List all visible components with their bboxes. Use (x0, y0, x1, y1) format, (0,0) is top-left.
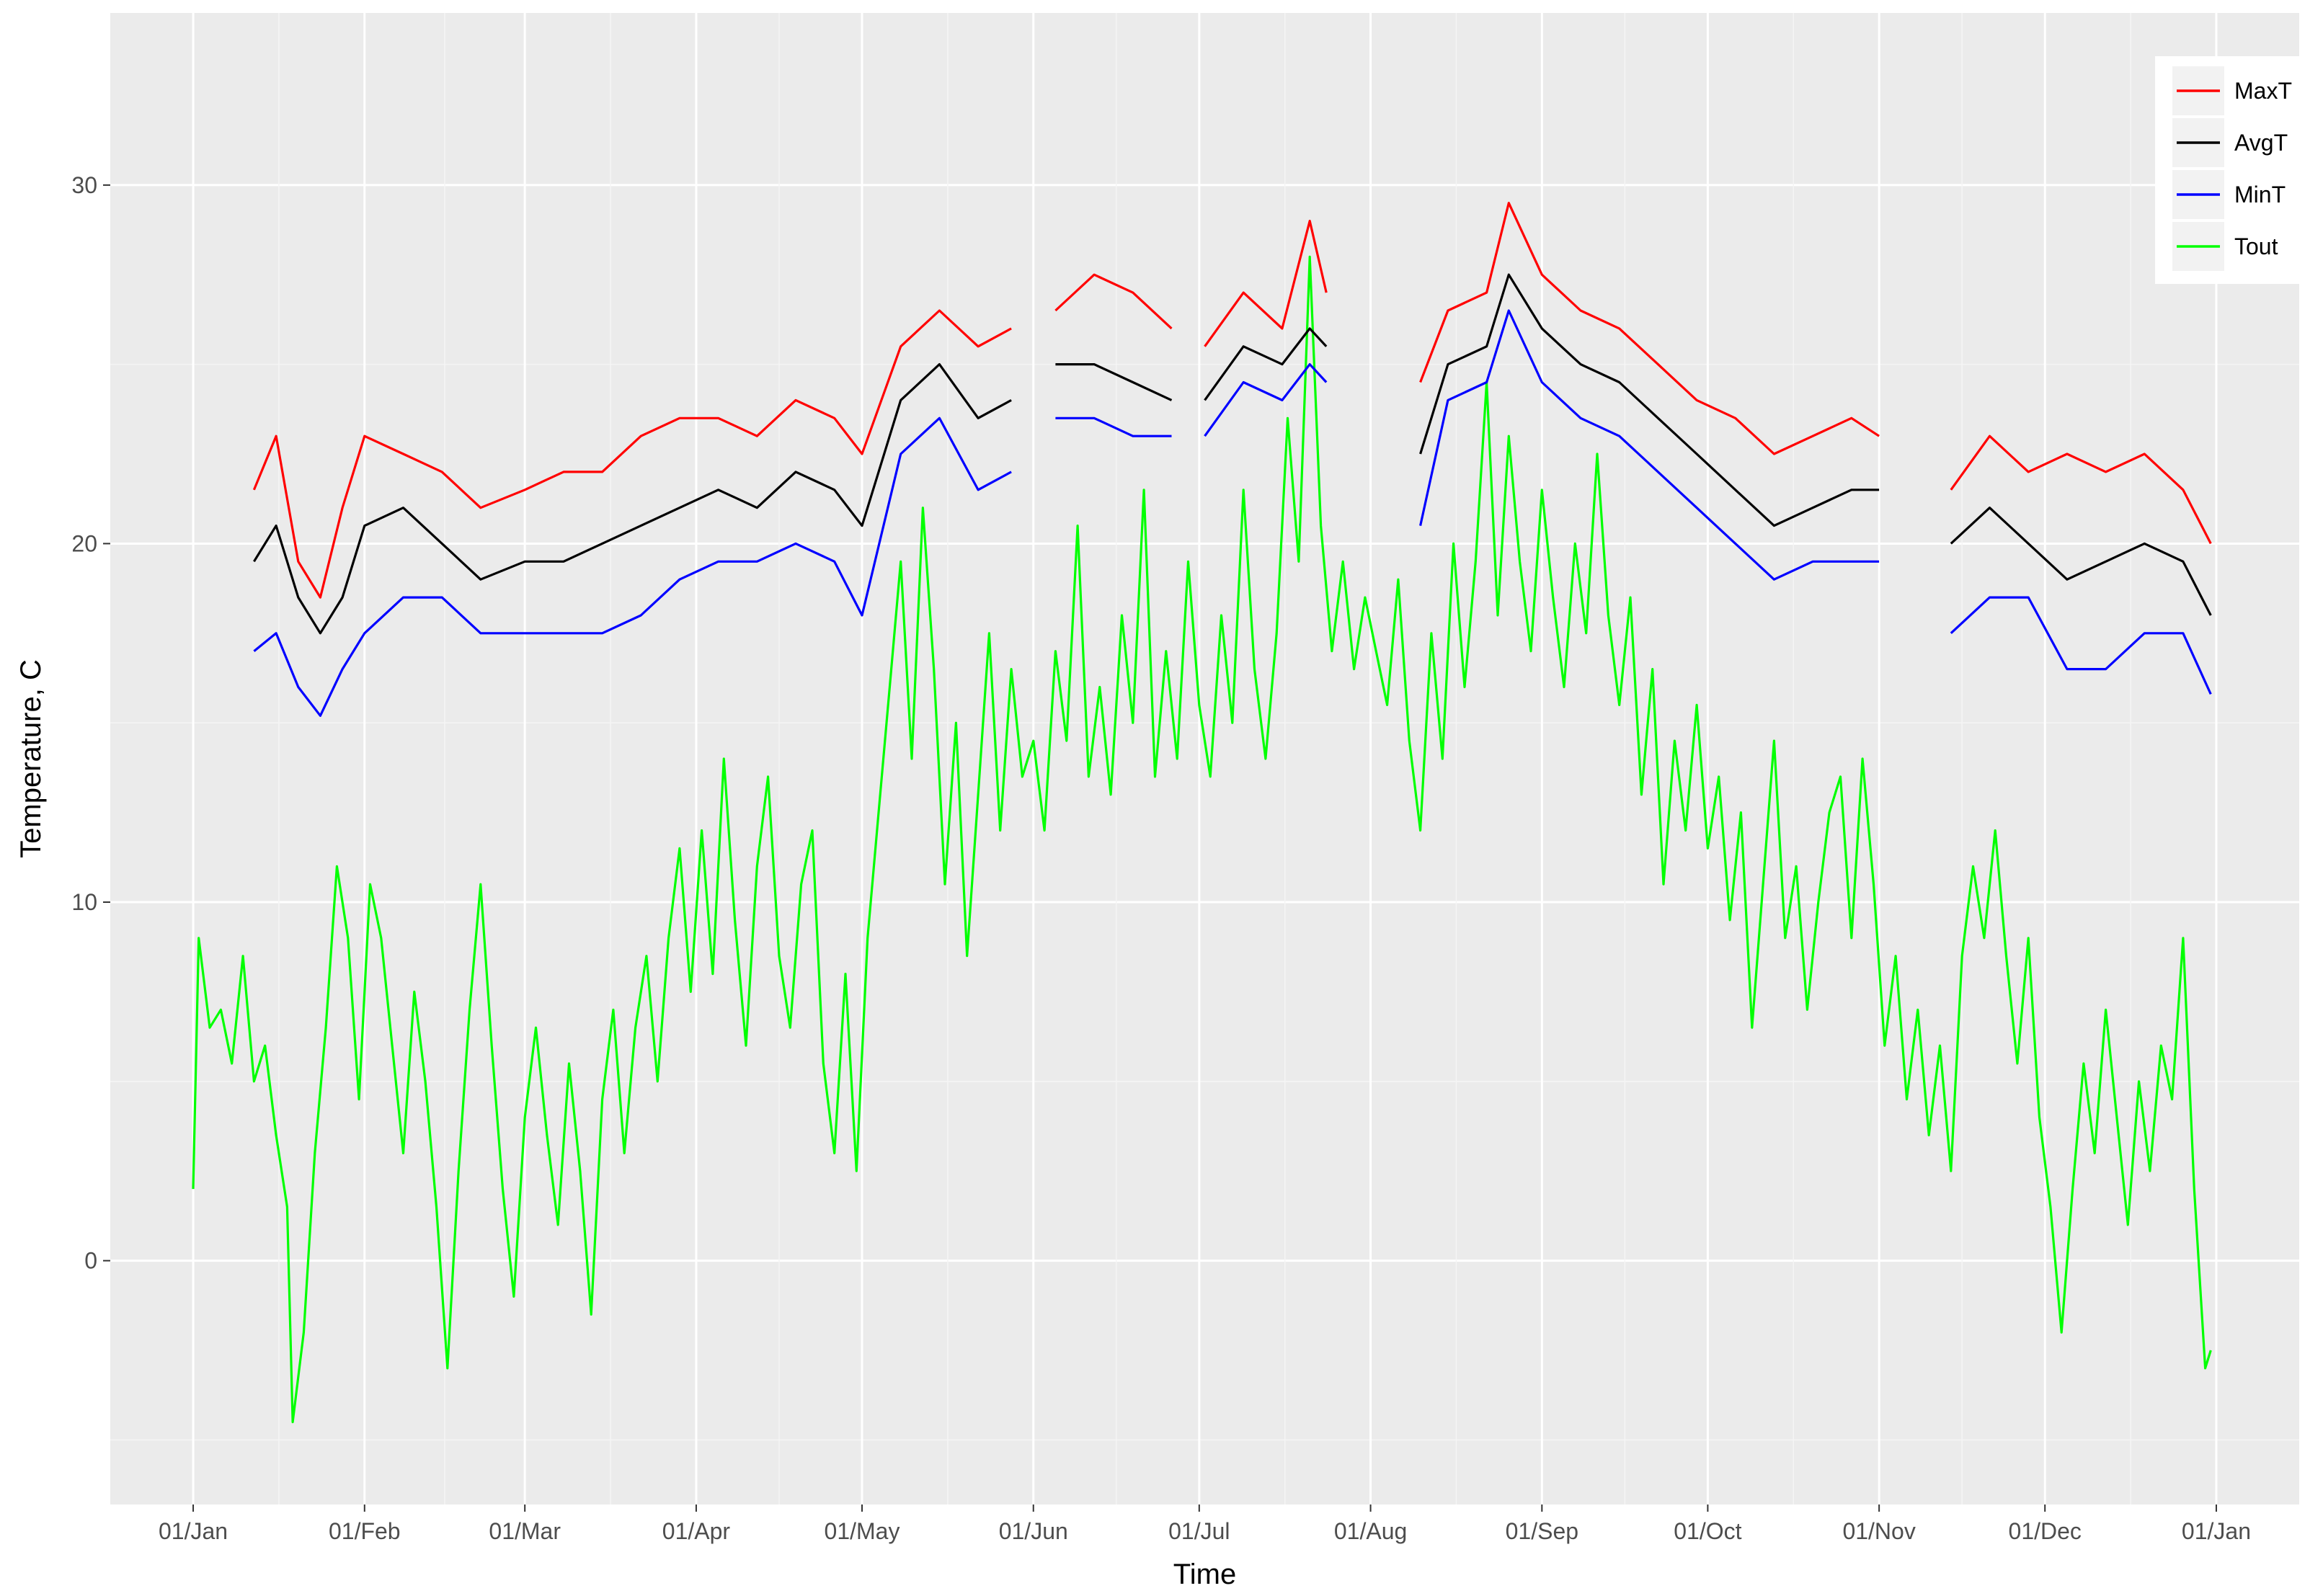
x-tick-label: 01/Apr (662, 1518, 731, 1544)
x-tick-label: 01/Dec (2009, 1518, 2082, 1544)
series-line-avgt (253, 273, 2212, 635)
x-tick-label: 01/May (825, 1518, 900, 1544)
series-lines (192, 202, 2212, 1424)
series-line-mint (253, 309, 2212, 717)
series-line-tout (192, 255, 2212, 1424)
x-tick-label: 01/Aug (1334, 1518, 1407, 1544)
x-tick-label: 01/Jul (1168, 1518, 1230, 1544)
x-axis-title: Time (1173, 1559, 1236, 1590)
x-tick-label: 01/Sep (1506, 1518, 1578, 1544)
x-tick-label: 01/Jan (159, 1518, 228, 1544)
legend: MaxT AvgT MinT Tout (2155, 56, 2315, 284)
x-tick-label: 01/Jan (2182, 1518, 2251, 1544)
x-tick-label: 01/Jun (999, 1518, 1068, 1544)
x-tick-label: 01/Oct (1674, 1518, 1741, 1544)
series-line-maxt (252, 202, 2212, 599)
legend-label-maxt: MaxT (2234, 78, 2292, 104)
x-tick-label: 01/Mar (489, 1518, 561, 1544)
legend-label-avgt: AvgT (2234, 130, 2288, 156)
y-tick-label: 20 (71, 530, 97, 556)
grid-lines (110, 13, 2299, 1504)
y-tick-label: 30 (71, 172, 97, 198)
axes: 0 10 20 30 01/Jan 01/Feb 01/Mar 01/Apr 01/May 01/… (71, 172, 2251, 1544)
x-tick-label: 01/Feb (329, 1518, 401, 1544)
legend-label-mint: MinT (2234, 182, 2286, 208)
legend-label-tout: Tout (2234, 233, 2278, 259)
y-tick-label: 10 (71, 889, 97, 915)
y-tick-label: 0 (84, 1248, 97, 1274)
plot-panel (110, 13, 2299, 1504)
y-axis-title: Temperature, C (15, 659, 47, 858)
x-tick-label: 01/Nov (1842, 1518, 1915, 1544)
